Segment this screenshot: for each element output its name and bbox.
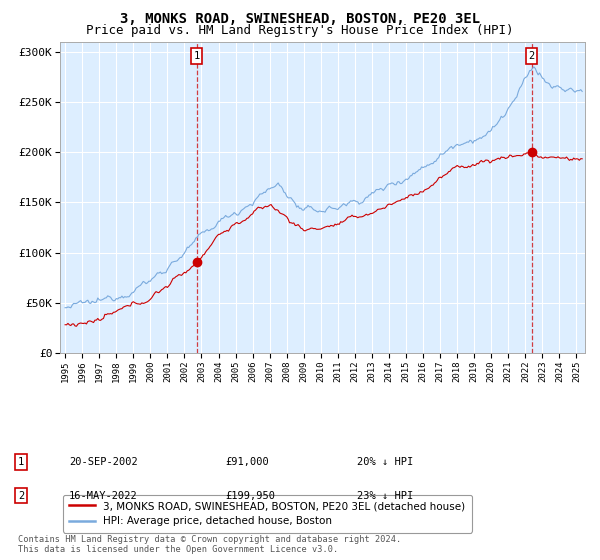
Text: 3, MONKS ROAD, SWINESHEAD, BOSTON, PE20 3EL: 3, MONKS ROAD, SWINESHEAD, BOSTON, PE20 … (120, 12, 480, 26)
Text: Contains HM Land Registry data © Crown copyright and database right 2024.
This d: Contains HM Land Registry data © Crown c… (18, 535, 401, 554)
Legend: 3, MONKS ROAD, SWINESHEAD, BOSTON, PE20 3EL (detached house), HPI: Average price: 3, MONKS ROAD, SWINESHEAD, BOSTON, PE20 … (62, 495, 472, 533)
Text: 1: 1 (18, 457, 24, 467)
Text: Price paid vs. HM Land Registry's House Price Index (HPI): Price paid vs. HM Land Registry's House … (86, 24, 514, 37)
Text: 2: 2 (18, 491, 24, 501)
Text: 16-MAY-2022: 16-MAY-2022 (69, 491, 138, 501)
Text: 2: 2 (529, 51, 535, 61)
Text: 1: 1 (194, 51, 200, 61)
Text: £199,950: £199,950 (225, 491, 275, 501)
Text: 23% ↓ HPI: 23% ↓ HPI (357, 491, 413, 501)
Text: 20% ↓ HPI: 20% ↓ HPI (357, 457, 413, 467)
Text: £91,000: £91,000 (225, 457, 269, 467)
Text: 20-SEP-2002: 20-SEP-2002 (69, 457, 138, 467)
